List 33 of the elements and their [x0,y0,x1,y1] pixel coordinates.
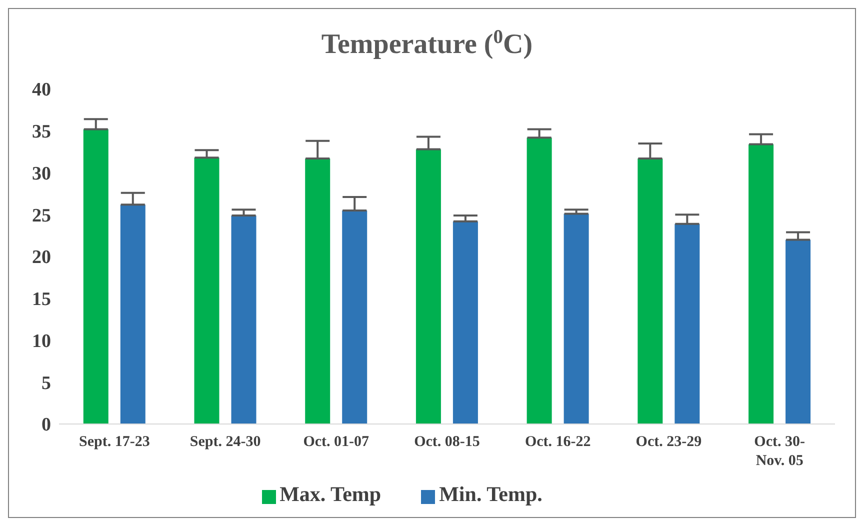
x-tick-label: Oct. 30-Nov. 05 [754,434,805,469]
bar [748,144,774,424]
y-tick-label: 30 [32,163,51,184]
bar [231,215,256,424]
bar [305,158,330,424]
bar [564,214,589,424]
bar [194,158,220,424]
y-tick-label: 0 [42,414,51,436]
bar [83,129,108,424]
bar [786,240,811,424]
legend-label: Max. Temp [280,482,382,506]
y-tick-label: 5 [42,372,51,394]
bar [342,210,368,424]
y-tick-label: 15 [32,289,51,310]
x-tick-label: Oct. 16-22 [524,434,591,450]
bar [674,224,700,424]
x-tick-label: Sept. 17-23 [79,434,150,450]
y-tick-label: 25 [32,205,51,226]
bar [452,221,478,424]
bar [526,138,552,424]
x-tick-label: Oct. 08-15 [414,434,480,450]
y-tick-label: 20 [32,247,51,268]
x-tick-label: Sept. 24-30 [190,434,261,450]
x-tick-label: Oct. 23-29 [636,434,702,450]
bar [638,158,663,424]
y-tick-label: 35 [32,122,51,143]
x-tick-label: Oct. 01-07 [303,434,370,450]
bar [416,149,441,424]
legend-label: Min. Temp. [439,482,542,506]
bar [120,204,146,424]
chart-title: Temperature ($^{0}$C) [321,26,533,60]
y-tick-label: 40 [32,80,51,101]
y-tick-label: 10 [32,330,51,352]
